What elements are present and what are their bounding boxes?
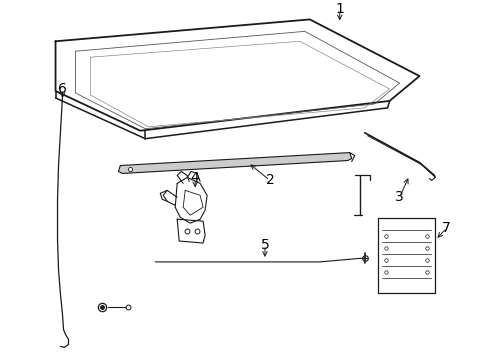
Text: 5: 5	[261, 238, 270, 252]
Text: 1: 1	[335, 3, 344, 17]
Text: 6: 6	[58, 82, 67, 96]
Text: 4: 4	[191, 171, 199, 185]
Text: 3: 3	[395, 190, 404, 204]
Text: 7: 7	[442, 221, 451, 235]
FancyBboxPatch shape	[378, 218, 436, 293]
Text: 2: 2	[266, 174, 274, 188]
Polygon shape	[119, 153, 352, 174]
